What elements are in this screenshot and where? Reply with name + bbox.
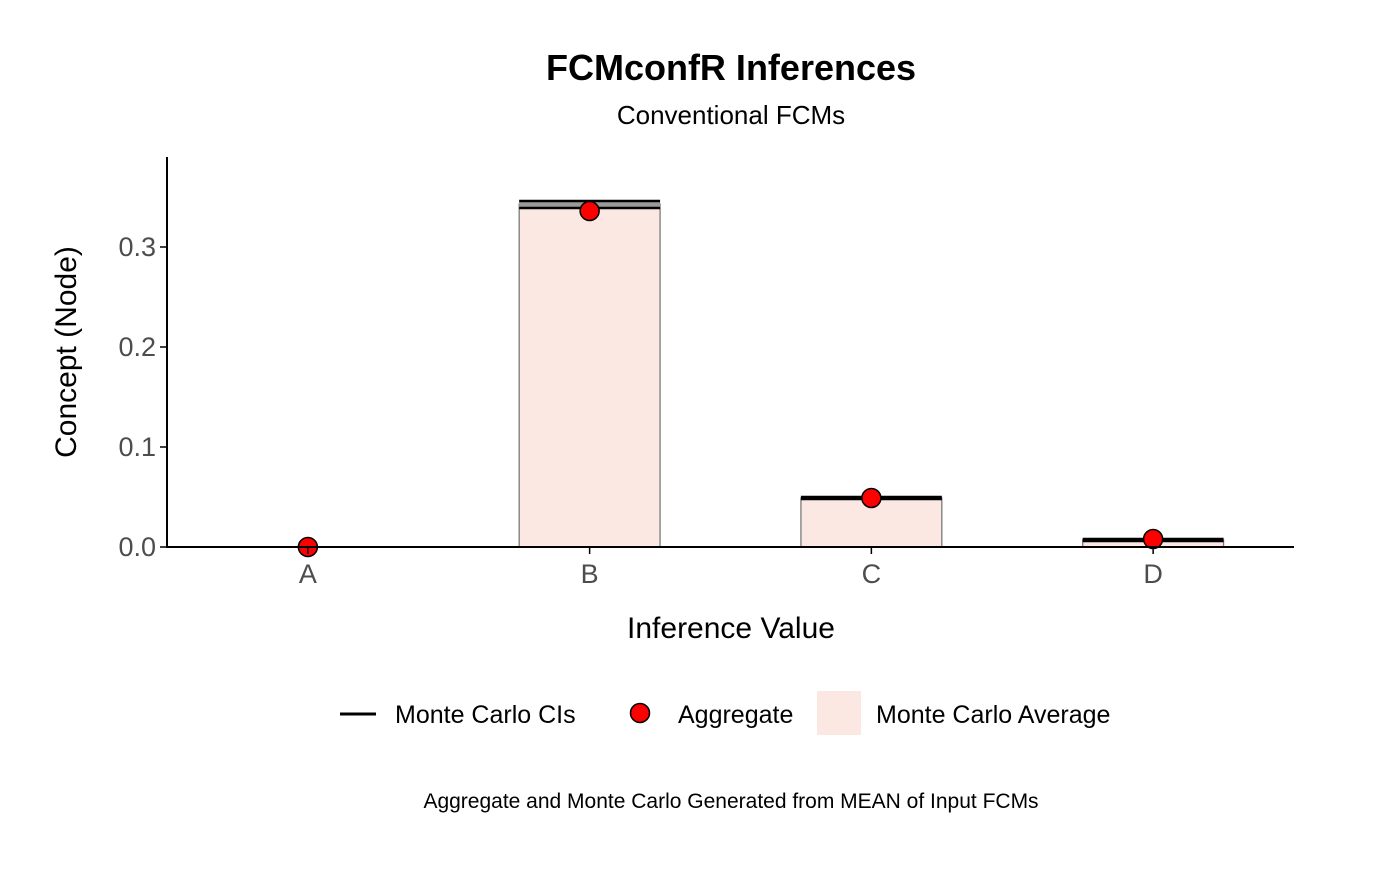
legend-aggregate-label: Aggregate [678, 701, 793, 729]
legend-average-label: Monte Carlo Average [876, 701, 1110, 729]
aggregate-point-B [579, 200, 600, 222]
legend-average-swatch [817, 691, 861, 735]
x-tick-label-B: B [581, 559, 599, 589]
legend-aggregate-swatch [629, 702, 651, 724]
aggregate-point-C [861, 487, 882, 509]
x-tick-label-D: D [1143, 559, 1163, 589]
chart-title: FCMconfR Inferences [546, 47, 916, 88]
axes-layer [166, 157, 1294, 548]
legend-ci-label: Monte Carlo CIs [395, 701, 576, 729]
x-axis-label: Inference Value [627, 612, 835, 645]
y-tick-label-2: 0.2 [118, 332, 156, 362]
legend: Monte Carlo CIs Aggregate Monte Carlo Av… [340, 691, 1110, 735]
x-ticks: A B C D [299, 547, 1163, 589]
bar-B [518, 203, 661, 548]
y-tick-label-1: 0.1 [118, 432, 156, 462]
y-tick-label-3: 0.3 [118, 232, 156, 262]
points-layer [297, 200, 1164, 558]
y-ticks: 0.0 0.1 0.2 0.3 [118, 232, 167, 562]
aggregate-point-D [1142, 528, 1164, 550]
y-tick-label-0: 0.0 [118, 532, 156, 562]
x-tick-label-C: C [862, 559, 882, 589]
x-tick-label-A: A [299, 559, 317, 589]
y-axis-label: Concept (Node) [50, 246, 83, 458]
chart-subtitle: Conventional FCMs [617, 100, 845, 130]
chart-caption: Aggregate and Monte Carlo Generated from… [423, 790, 1038, 813]
